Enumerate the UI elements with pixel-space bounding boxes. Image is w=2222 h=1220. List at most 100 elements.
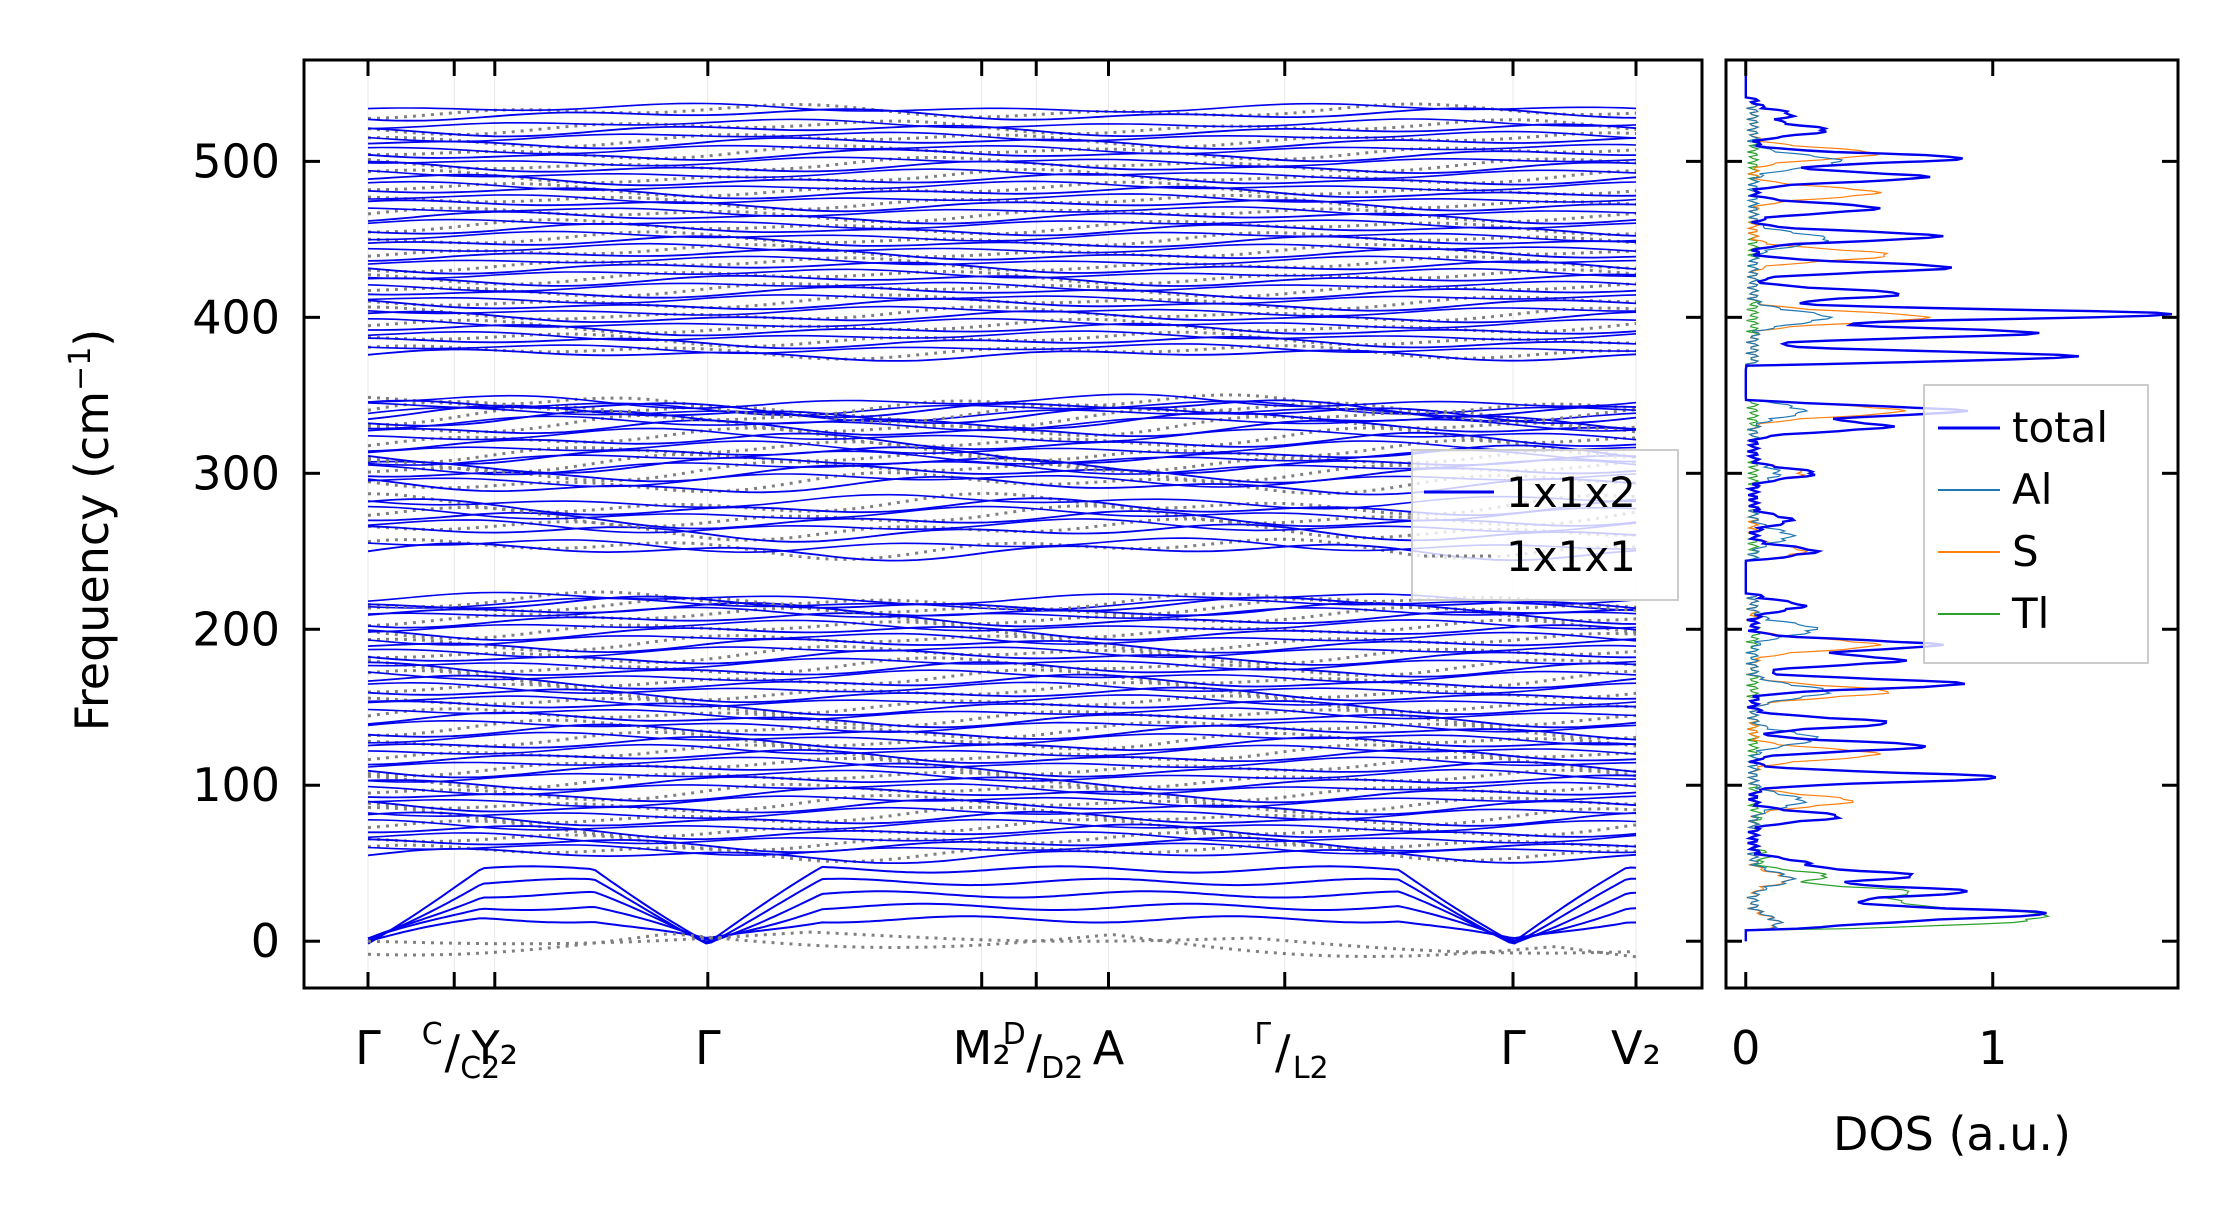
band-1x1x2 [367, 130, 1637, 143]
legend-label-1x1x1: 1x1x1 [1506, 532, 1636, 581]
band-1x1x2 [367, 185, 1637, 200]
band-acoustic [367, 902, 1637, 942]
x-tick-label-lower: L2 [1293, 1051, 1329, 1086]
x-tick-label: V₂ [1611, 1021, 1661, 1075]
band-1x1x2 [367, 343, 1636, 355]
band-1x1x2 [367, 831, 1637, 845]
band-1x1x2 [367, 148, 1636, 163]
band-1x1x2 [367, 404, 1637, 425]
y-axis-label-close: ) [65, 329, 119, 347]
band-1x1x1 [367, 102, 1637, 120]
y-axis-label-main: Frequency (cm [65, 391, 119, 731]
band-1x1x2 [367, 686, 1637, 704]
band-1x1x2 [367, 242, 1637, 254]
band-1x1x2 [367, 107, 1637, 122]
band-acoustic [367, 915, 1636, 943]
band-1x1x2 [367, 298, 1637, 312]
band-1x1x2 [367, 806, 1636, 821]
band-1x1x2 [367, 638, 1637, 654]
band-1x1x2 [367, 606, 1637, 620]
x-tick-label-upper: D [1003, 1017, 1026, 1052]
band-1x1x2 [367, 267, 1637, 280]
x-tick-label: Γ [1500, 1021, 1526, 1075]
band-1x1x2 [367, 211, 1637, 225]
band-1x1x2 [367, 761, 1637, 779]
band-1x1x2 [367, 631, 1637, 646]
band-1x1x2 [367, 168, 1637, 180]
band-1x1x2 [367, 673, 1637, 690]
y-tick-label: 500 [192, 134, 280, 188]
band-1x1x2 [367, 230, 1637, 243]
band-1x1x2 [367, 795, 1637, 808]
band-1x1x2 [367, 774, 1637, 791]
band-1x1x2 [367, 781, 1637, 796]
x-tick-label-slash: / [1275, 1025, 1291, 1079]
legend-label-total: total [2012, 403, 2108, 452]
band-1x1x2 [367, 787, 1637, 804]
band-acoustic [367, 865, 1637, 945]
band-1x1x2 [367, 707, 1637, 721]
dos-x-tick-label: 0 [1731, 1021, 1760, 1075]
x-tick-label-slash: / [444, 1025, 460, 1079]
x-tick-label-slash: / [1026, 1025, 1042, 1079]
legend-label-s: S [2012, 527, 2039, 576]
band-1x1x2 [367, 336, 1637, 350]
band-1x1x2 [367, 756, 1637, 769]
x-tick-label: M₂ [953, 1021, 1011, 1075]
band-1x1x2 [367, 393, 1637, 410]
dos-lines [1744, 67, 2173, 942]
band-1x1x2 [367, 317, 1637, 329]
y-axis-label-sup: −1 [63, 347, 98, 391]
band-1x1x2 [367, 700, 1637, 716]
band-1x1x2 [367, 818, 1637, 833]
dos-x-tick-label: 1 [1978, 1021, 2007, 1075]
band-1x1x2 [367, 719, 1637, 734]
band-1x1x2 [367, 748, 1637, 766]
y-tick-label: 100 [192, 758, 280, 812]
band-1x1x2 [368, 322, 1637, 337]
band-1x1x2 [367, 286, 1637, 300]
x-tick-label: Γ [695, 1021, 721, 1075]
band-1x1x2 [367, 410, 1637, 430]
band-1x1x2 [367, 235, 1637, 248]
band-1x1x2 [367, 305, 1636, 317]
x-tick-label: Γ [355, 1021, 381, 1075]
legend-label-1x1x2: 1x1x2 [1506, 468, 1636, 517]
band-1x1x2 [367, 768, 1637, 783]
band-1x1x2 [367, 206, 1637, 218]
y-axis-label: Frequency (cm−1) [63, 329, 119, 732]
band-1x1x2 [367, 669, 1637, 683]
band-1x1x1-soft [367, 930, 1637, 955]
y-tick-label: 300 [192, 446, 280, 500]
band-1x1x2 [367, 193, 1637, 205]
band-1x1x2 [367, 644, 1637, 659]
band-1x1x2 [367, 619, 1637, 633]
band-1x1x2 [367, 399, 1637, 419]
band-1x1x2 [367, 199, 1637, 213]
band-lines [367, 102, 1637, 959]
y-tick-label: 200 [192, 602, 280, 656]
band-acoustic [367, 877, 1636, 945]
band-1x1x2 [367, 711, 1637, 729]
band-1x1x2 [367, 848, 1637, 864]
band-1x1x2 [367, 400, 1637, 417]
band-1x1x2 [367, 156, 1637, 168]
x-tick-label-lower: C2 [460, 1051, 500, 1086]
band-1x1x2 [367, 624, 1637, 642]
band-1x1x2 [367, 143, 1637, 155]
x-axis-label-dos: DOS (a.u.) [1833, 1107, 2071, 1161]
band-1x1x2 [367, 118, 1637, 130]
dos-y-ticks [1726, 159, 2178, 943]
dos-axes-frame [1724, 58, 2180, 990]
band-1x1x2 [367, 723, 1637, 741]
dos-legend: total Al S Tl [1923, 384, 2149, 664]
dos-curve-total [1744, 67, 2173, 942]
x-tick-label: A [1093, 1021, 1125, 1075]
band-1x1x2 [367, 218, 1637, 230]
y-tick-label: 400 [192, 290, 280, 344]
